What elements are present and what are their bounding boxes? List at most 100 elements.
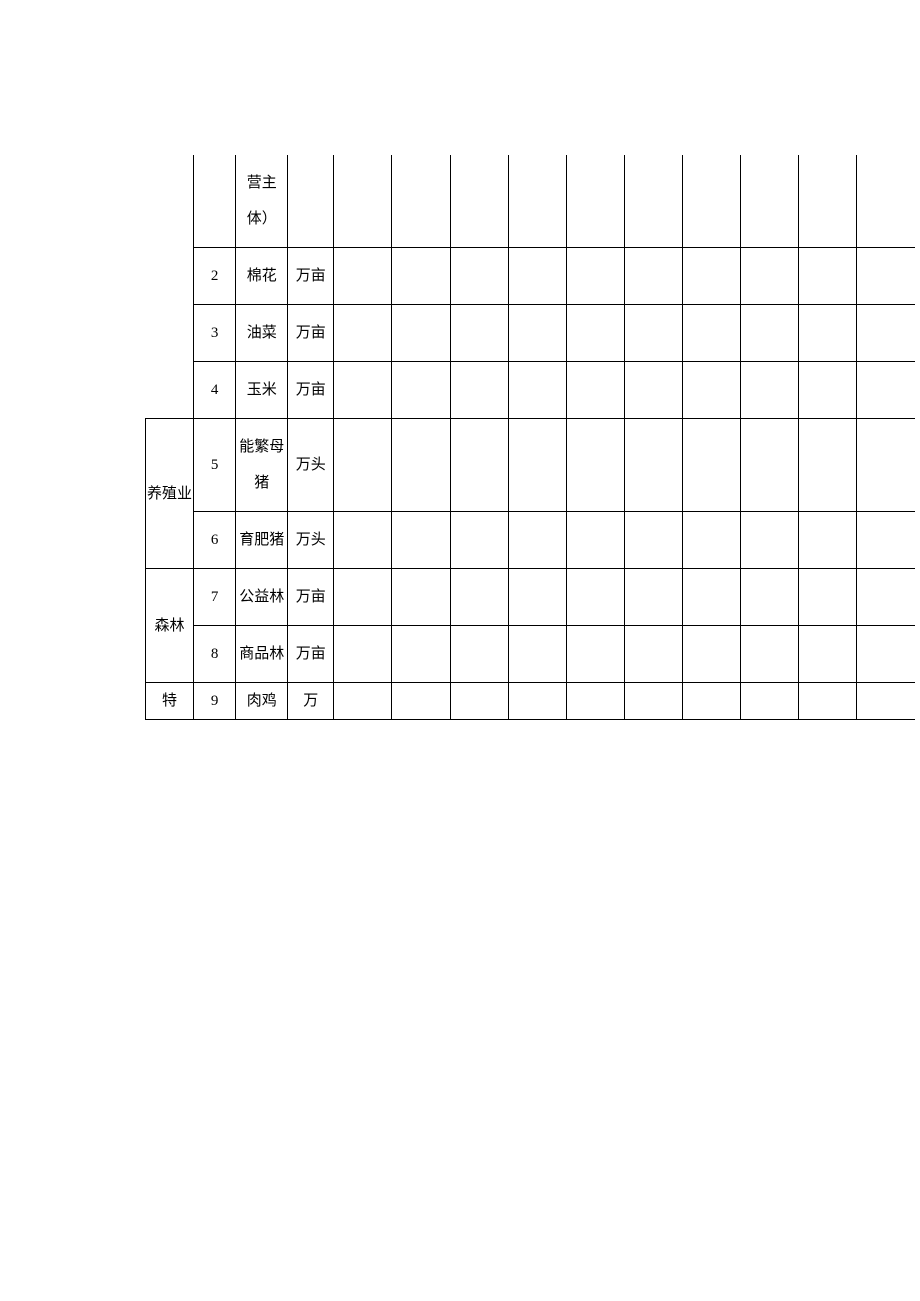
name-cell: 能繁母猪 — [236, 419, 288, 512]
cell-text: 万亩 — [296, 589, 326, 605]
data-cell — [334, 683, 392, 720]
cell-text: 万亩 — [296, 268, 326, 284]
data-cell — [741, 569, 799, 626]
name-cell: 公益林 — [236, 569, 288, 626]
cell-text: 营主体） — [247, 175, 277, 227]
data-cell — [450, 419, 508, 512]
data-cell — [857, 512, 915, 569]
data-cell — [508, 512, 566, 569]
insurance-table-container: 营主体） 2 棉花 万亩 — [145, 155, 915, 720]
unit-cell: 万亩 — [288, 626, 334, 683]
data-cell — [334, 569, 392, 626]
cell-text: 养殖业 — [147, 486, 192, 502]
cell-text: 特 — [162, 693, 177, 709]
data-cell — [857, 362, 915, 419]
cell-text: 2 — [211, 268, 219, 284]
cell-text: 万亩 — [296, 325, 326, 341]
data-cell — [508, 569, 566, 626]
name-cell: 商品林 — [236, 626, 288, 683]
category-cell-special: 特 — [146, 683, 194, 720]
data-cell — [683, 155, 741, 248]
table-row: 养殖业 5 能繁母猪 万头 — [146, 419, 916, 512]
data-cell — [392, 248, 450, 305]
cell-text: 森林 — [155, 618, 185, 634]
data-cell — [741, 419, 799, 512]
cell-text: 8 — [211, 646, 219, 662]
data-cell — [624, 512, 682, 569]
data-cell — [392, 419, 450, 512]
cell-text: 育肥猪 — [239, 532, 284, 548]
data-cell — [857, 305, 915, 362]
data-cell — [799, 512, 857, 569]
insurance-table: 营主体） 2 棉花 万亩 — [145, 155, 915, 720]
num-cell: 7 — [194, 569, 236, 626]
data-cell — [799, 419, 857, 512]
unit-cell: 万 — [288, 683, 334, 720]
data-cell — [566, 626, 624, 683]
unit-cell: 万亩 — [288, 248, 334, 305]
cell-text: 4 — [211, 382, 219, 398]
data-cell — [799, 626, 857, 683]
data-cell — [392, 569, 450, 626]
data-cell — [624, 569, 682, 626]
data-cell — [624, 362, 682, 419]
data-cell — [741, 155, 799, 248]
data-cell — [857, 155, 915, 248]
data-cell — [683, 419, 741, 512]
data-cell — [799, 683, 857, 720]
data-cell — [566, 248, 624, 305]
data-cell — [392, 362, 450, 419]
data-cell — [683, 683, 741, 720]
data-cell — [624, 248, 682, 305]
data-cell — [799, 155, 857, 248]
cell-text: 6 — [211, 532, 219, 548]
name-cell: 育肥猪 — [236, 512, 288, 569]
data-cell — [683, 248, 741, 305]
data-cell — [624, 155, 682, 248]
data-cell — [566, 362, 624, 419]
data-cell — [741, 683, 799, 720]
data-cell — [450, 683, 508, 720]
name-cell: 玉米 — [236, 362, 288, 419]
data-cell — [741, 305, 799, 362]
unit-cell: 万亩 — [288, 569, 334, 626]
data-cell — [508, 626, 566, 683]
data-cell — [683, 626, 741, 683]
data-cell — [508, 419, 566, 512]
data-cell — [683, 362, 741, 419]
table-row: 6 育肥猪 万头 — [146, 512, 916, 569]
data-cell — [624, 626, 682, 683]
data-cell — [508, 305, 566, 362]
table-row: 3 油菜 万亩 — [146, 305, 916, 362]
cell-text: 商品林 — [239, 646, 284, 662]
data-cell — [334, 155, 392, 248]
table-row: 4 玉米 万亩 — [146, 362, 916, 419]
data-cell — [508, 155, 566, 248]
table-row: 8 商品林 万亩 — [146, 626, 916, 683]
data-cell — [799, 305, 857, 362]
unit-cell — [288, 155, 334, 248]
cell-text: 油菜 — [247, 325, 277, 341]
data-cell — [624, 305, 682, 362]
data-cell — [566, 569, 624, 626]
cell-text: 肉鸡 — [247, 693, 277, 709]
data-cell — [566, 155, 624, 248]
name-cell: 油菜 — [236, 305, 288, 362]
cell-text: 棉花 — [247, 268, 277, 284]
data-cell — [857, 626, 915, 683]
name-cell: 肉鸡 — [236, 683, 288, 720]
data-cell — [450, 305, 508, 362]
cell-text: 能繁母猪 — [239, 439, 284, 491]
data-cell — [857, 569, 915, 626]
cell-text: 万头 — [296, 457, 326, 473]
category-cell-forest: 森林 — [146, 569, 194, 683]
data-cell — [741, 626, 799, 683]
name-cell: 棉花 — [236, 248, 288, 305]
data-cell — [450, 362, 508, 419]
name-cell: 营主体） — [236, 155, 288, 248]
data-cell — [334, 512, 392, 569]
data-cell — [450, 248, 508, 305]
table-row: 营主体） — [146, 155, 916, 248]
cell-text: 5 — [211, 457, 219, 473]
num-cell: 4 — [194, 362, 236, 419]
